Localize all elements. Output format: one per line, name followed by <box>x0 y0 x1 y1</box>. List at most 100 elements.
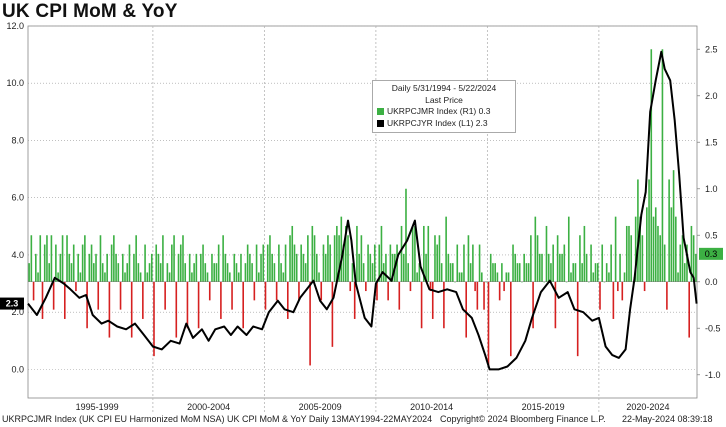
mom-bar <box>498 281 501 301</box>
mom-bar <box>168 272 171 282</box>
mom-bar <box>284 244 287 282</box>
mom-bar <box>307 235 309 282</box>
mom-bar <box>266 244 269 282</box>
mom-bar <box>472 244 474 282</box>
x-tick-label: 2000-2004 <box>187 402 230 412</box>
mom-bar <box>402 253 405 282</box>
mom-bar <box>581 263 583 282</box>
right-tick-label: 2.5 <box>705 44 718 54</box>
mom-bar <box>220 281 222 319</box>
mom-bar <box>249 253 251 282</box>
mom-bar <box>619 253 621 282</box>
mom-bar <box>425 253 427 282</box>
mom-bar <box>90 244 93 282</box>
mom-bar <box>625 225 628 282</box>
mom-bar <box>179 244 182 282</box>
mom-bar <box>48 263 50 282</box>
mom-bar <box>148 263 151 282</box>
mom-bar <box>663 244 666 282</box>
mom-bar <box>356 225 358 282</box>
last-value-label-yoy: 2.3 <box>6 299 19 309</box>
mom-bar <box>594 263 597 282</box>
mom-bar <box>518 263 521 282</box>
mom-bar <box>329 244 331 282</box>
mom-bar <box>278 244 280 282</box>
mom-bar <box>318 272 320 282</box>
mom-bar <box>229 272 231 282</box>
mom-bar <box>208 281 211 301</box>
mom-bar <box>652 216 655 282</box>
left-tick-label: 4.0 <box>11 250 24 260</box>
mom-bar <box>463 244 465 282</box>
last-value-tag-yoy <box>0 297 24 310</box>
mom-bar <box>389 244 392 282</box>
mom-bar <box>536 235 539 282</box>
x-tick-label: 2015-2019 <box>522 402 565 412</box>
mom-bar <box>130 281 133 338</box>
mom-bar <box>124 272 126 282</box>
mom-bar <box>347 235 349 282</box>
mom-bar <box>35 253 37 282</box>
mom-bar <box>639 216 641 282</box>
mom-bar <box>365 281 367 292</box>
mom-bar <box>561 253 563 282</box>
mom-bar <box>240 253 242 282</box>
mom-bar <box>164 281 166 310</box>
mom-bar <box>200 253 202 282</box>
mom-bar <box>251 263 253 282</box>
mom-bar <box>271 253 273 282</box>
mom-bar <box>81 244 84 282</box>
mom-bar <box>237 272 240 282</box>
mom-bar <box>447 253 450 282</box>
mom-bar <box>429 281 432 292</box>
mom-bar <box>336 225 338 282</box>
mom-bar <box>630 235 633 282</box>
legend-box: Daily 5/31/1994 - 5/22/2024 Last Price U… <box>372 80 516 133</box>
mom-bar <box>275 281 278 301</box>
mom-bar <box>63 281 66 319</box>
mom-bar <box>532 281 534 329</box>
mom-bar <box>258 272 260 282</box>
mom-bar <box>55 244 57 282</box>
mom-bar <box>621 281 624 301</box>
mom-bar <box>106 253 108 282</box>
mom-bar <box>206 272 209 282</box>
mom-bar <box>351 263 354 282</box>
mom-bar <box>487 281 490 366</box>
left-tick-label: 6.0 <box>11 193 24 203</box>
mom-bar <box>66 235 68 282</box>
mom-bar <box>39 235 42 282</box>
mom-bar <box>563 244 566 282</box>
mom-bar <box>121 253 124 282</box>
mom-bar <box>369 253 372 282</box>
mom-bar <box>92 263 95 282</box>
mom-bar <box>150 253 153 282</box>
mom-bar <box>217 244 220 282</box>
mom-bar <box>556 235 559 282</box>
mom-bar <box>37 272 39 282</box>
mom-bar <box>86 281 88 329</box>
mom-bar <box>570 272 572 282</box>
mom-bar <box>43 244 46 282</box>
mom-bar <box>117 263 120 282</box>
legend-entry-mom: UKRPCJMR Index (R1) 0.3 <box>377 106 511 118</box>
mom-bar <box>373 244 376 282</box>
mom-bar <box>474 281 476 292</box>
mom-bar <box>304 263 307 282</box>
mom-bar <box>242 281 244 329</box>
right-tick-label: -1.0 <box>705 370 721 380</box>
mom-bar <box>530 235 532 282</box>
mom-bar <box>286 281 289 319</box>
mom-bar <box>650 49 653 282</box>
mom-bar <box>690 225 693 282</box>
mom-bar <box>195 253 198 282</box>
mom-bar <box>496 272 499 282</box>
mom-bar <box>574 263 577 282</box>
mom-bar <box>282 272 285 282</box>
mom-bar <box>333 235 336 282</box>
mom-bar <box>469 263 472 282</box>
mom-bar <box>280 263 282 282</box>
mom-bar <box>458 272 461 282</box>
mom-bar <box>253 281 256 301</box>
mom-bar <box>550 263 552 282</box>
